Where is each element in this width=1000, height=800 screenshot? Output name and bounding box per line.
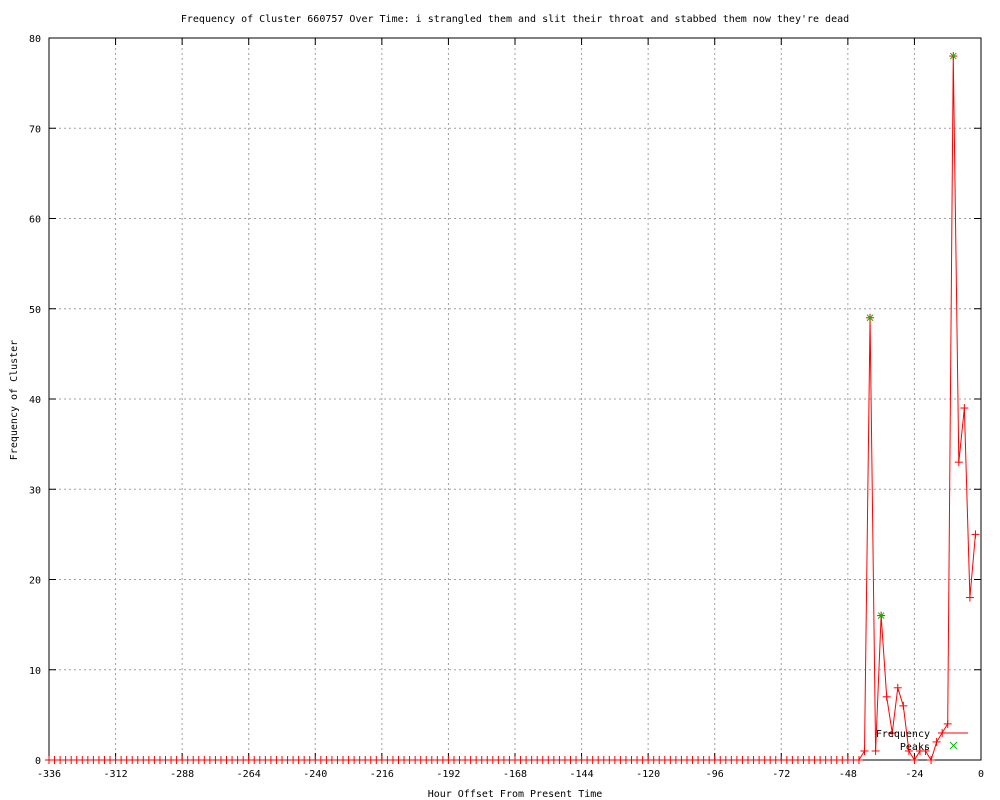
y-tick-label: 80 [29,34,41,45]
grid [49,38,981,760]
x-tick-label: -120 [636,769,660,780]
y-tick-label: 40 [29,395,41,406]
frequency-point [965,593,974,602]
frequency-point [927,756,936,764]
ticks: -336 -312 -288 -264 -240 -216 -192 -168 -144 -120… [29,34,984,780]
frequency-point [888,728,897,737]
marker-d2 [949,52,957,60]
y-tick-label: 0 [35,756,41,767]
frequency-point [904,746,913,755]
y-tick-label: 70 [29,124,41,135]
legend: Frequency Peaks [876,729,968,753]
y-tick-label: 50 [29,305,41,316]
frequency-point [854,756,863,764]
x-tick-label: 0 [978,769,984,780]
frequency-point [910,756,919,764]
y-tick-label: 20 [29,576,41,587]
frequency-point [960,404,969,413]
frequency-point [943,719,952,728]
marker-d2 [877,612,885,619]
frequency-point [971,530,980,539]
x-tick-label: -24 [905,769,923,780]
x-tick-label: -264 [237,769,261,780]
frequency-point [932,737,941,746]
x-tick-label: -216 [370,769,394,780]
legend-label-frequency: Frequency [876,729,930,740]
peak-point [949,52,957,60]
legend-label-peaks: Peaks [900,742,930,753]
x-axis-label: Hour Offset From Present Time [428,789,603,800]
frequency-point [871,746,880,755]
x-tick-label: -240 [303,769,327,780]
x-tick-label: -192 [436,769,460,780]
legend-swatch-peaks [949,741,958,750]
marker-d2 [866,314,874,322]
y-tick-label: 10 [29,666,41,677]
peak-point [866,314,874,322]
frequency-point [860,746,869,755]
peak-point [877,612,885,619]
frequency-point [899,701,908,710]
frequency-point [954,458,963,467]
x-tick-label: -144 [570,769,594,780]
y-tick-label: 60 [29,215,41,226]
x-tick-label: -336 [37,769,61,780]
frequency-line [49,56,976,762]
x-tick-label: -72 [772,769,790,780]
frequency-point [882,692,891,701]
y-tick-label: 30 [29,485,41,496]
x-tick-label: -288 [170,769,194,780]
x-tick-label: -312 [104,769,128,780]
series [45,52,980,764]
y-axis-label: Frequency of Cluster [9,340,20,460]
x-tick-label: -96 [706,769,724,780]
chart-title: Frequency of Cluster 660757 Over Time: i… [181,14,849,25]
x-tick-label: -48 [839,769,857,780]
x-tick-label: -168 [503,769,527,780]
frequency-point [921,746,930,755]
frequency-point [893,683,902,692]
